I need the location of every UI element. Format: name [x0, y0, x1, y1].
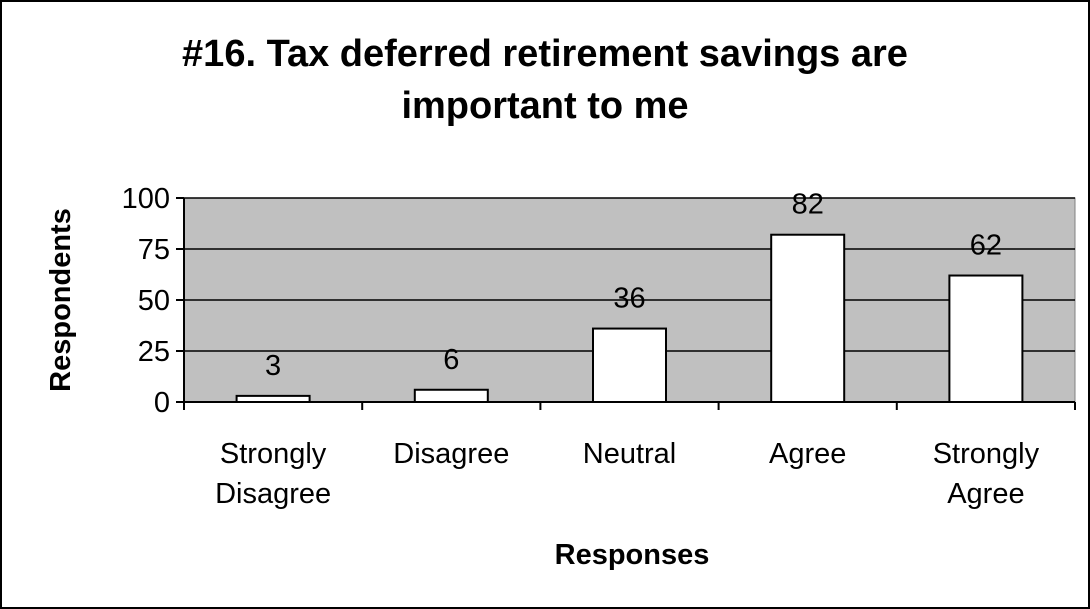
chart-title: #16. Tax deferred retirement savings are… — [0, 28, 1090, 132]
axes — [176, 197, 1076, 410]
x-category-label-4-0: Strongly — [933, 438, 1040, 470]
bars — [235, 233, 1024, 404]
y-axis-title: Respondents — [45, 208, 77, 392]
y-tick-label-50: 50 — [138, 285, 170, 317]
data-label-1: 6 — [443, 344, 459, 376]
data-label-3: 82 — [792, 189, 824, 221]
x-category-label-0-0: Strongly — [220, 438, 327, 470]
y-tick-label-100: 100 — [122, 183, 170, 215]
gridlines — [184, 197, 1075, 352]
y-tick-label-25: 25 — [138, 336, 170, 368]
x-category-label-3-0: Agree — [769, 438, 846, 470]
data-label-4: 62 — [970, 230, 1002, 262]
bar-1 — [413, 388, 489, 404]
y-tick-label-0: 0 — [154, 387, 170, 419]
x-category-label-4-1: Agree — [947, 478, 1024, 510]
bar-2 — [592, 327, 667, 403]
y-tick-label-75: 75 — [138, 234, 170, 266]
x-category-label-2-0: Neutral — [583, 438, 677, 470]
bar-3 — [770, 233, 846, 403]
chart-title-line-1: #16. Tax deferred retirement savings are — [182, 33, 908, 75]
data-label-0: 3 — [265, 350, 281, 382]
y-tick-labels: 0 25 50 75 100 — [122, 183, 170, 419]
x-category-label-1-0: Disagree — [393, 438, 509, 470]
data-label-2: 36 — [613, 283, 645, 315]
x-category-label-0-1: Disagree — [215, 478, 331, 510]
chart-title-line-2: important to me — [401, 85, 689, 127]
bar-4 — [948, 274, 1024, 403]
x-axis-title: Responses — [555, 539, 710, 571]
x-category-labels: Strongly Disagree Disagree Neutral Agree Stro… — [215, 438, 1040, 510]
